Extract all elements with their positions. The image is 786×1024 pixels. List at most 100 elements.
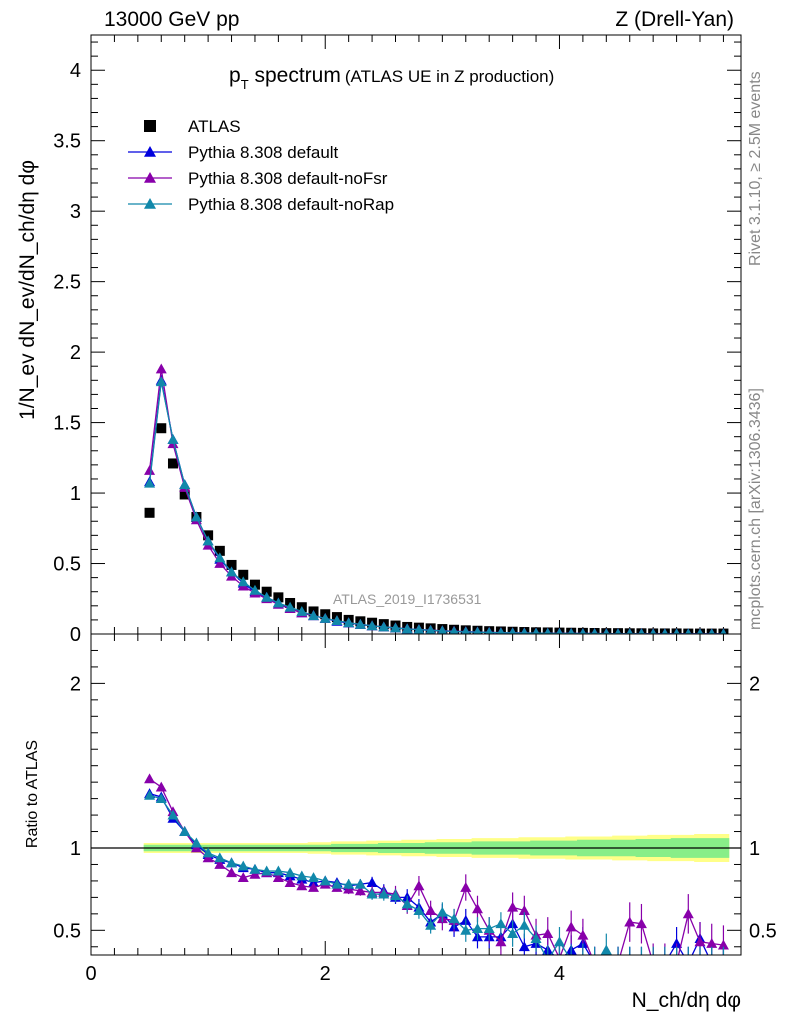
ratio-point-0 [718, 958, 729, 968]
series-point-3 [190, 511, 202, 522]
ratio-point-2 [354, 878, 366, 889]
ratio-point-2 [483, 923, 495, 934]
series-point-3 [343, 617, 355, 628]
ratio-point-0 [671, 937, 683, 948]
ratio-point-2 [636, 958, 647, 968]
main-y-axis-label: 1/N_ev dN_ev/dN_ch/dη dφ [16, 160, 39, 420]
ratio-point-2 [425, 919, 437, 930]
ratio-point-2 [261, 865, 273, 876]
header-right: Z (Drell-Yan) [615, 8, 734, 31]
series-point-3 [650, 628, 657, 634]
ratio-point-2 [460, 924, 472, 935]
ratio-point-0 [613, 958, 624, 968]
ratio-point-2 [190, 837, 202, 848]
ratio-point-0 [518, 941, 530, 952]
ratio-point-1 [682, 908, 694, 919]
ratio-point-1 [542, 928, 554, 938]
atlas-data-point [249, 579, 260, 590]
ratio-point-0 [683, 958, 694, 968]
ratio-point-2 [331, 878, 343, 889]
series-point-3 [567, 627, 575, 634]
ratio-group [91, 773, 741, 968]
ratio-point-2 [471, 923, 483, 934]
ratio-point-1 [589, 958, 600, 968]
ratio-point-1 [624, 916, 636, 927]
series-point-3 [532, 627, 540, 634]
ratio-y-tick-label: 2 [70, 673, 81, 695]
ratio-point-2 [436, 906, 448, 917]
ratio-point-2 [390, 890, 402, 901]
ratio-point-1 [577, 929, 589, 940]
ratio-point-1 [601, 958, 612, 968]
series-point-3 [261, 591, 273, 602]
y-tick-label: 0 [70, 624, 81, 646]
x-tick-label: 2 [320, 963, 331, 985]
ratio-point-2 [144, 789, 156, 800]
watermark: ATLAS_2019_I1736531 [333, 591, 482, 607]
ratio-point-2 [179, 826, 191, 836]
series-point-3 [425, 624, 436, 634]
series-point-2 [155, 363, 167, 374]
atlas-data-point [167, 458, 178, 469]
ratio-point-2 [226, 857, 238, 868]
series-point-3 [272, 597, 284, 608]
series-point-3 [390, 622, 402, 633]
series-point-3 [237, 576, 249, 587]
y-tick-label: 2 [70, 342, 81, 364]
legend-marker [144, 198, 156, 209]
x-tick-label: 4 [554, 963, 565, 985]
series-point-3 [308, 610, 320, 621]
series-point-3 [626, 628, 633, 634]
ratio-point-0 [589, 958, 600, 968]
x-tick-label: 0 [85, 963, 96, 985]
atlas-data-point [203, 530, 214, 541]
ratio-point-0 [659, 958, 670, 968]
y-tick-label: 3 [70, 201, 81, 223]
series-point-3 [354, 618, 366, 629]
ratio-point-2 [401, 898, 413, 909]
ratio-point-2 [706, 958, 717, 968]
ratio-y-tick-label: 1 [70, 838, 81, 860]
ratio-point-2 [448, 913, 460, 924]
ratio-point-1 [659, 958, 670, 968]
ratio-point-2 [648, 958, 659, 968]
series-point-3 [685, 628, 692, 634]
ratio-point-2 [570, 954, 572, 955]
series-point-3 [708, 628, 715, 634]
ratio-point-2 [600, 944, 612, 955]
y-tick-label: 3.5 [53, 131, 81, 153]
ratio-point-2 [495, 918, 507, 929]
ratio-point-2 [284, 867, 296, 878]
legend-marker-atlas [144, 120, 156, 132]
series-point-2 [214, 558, 226, 568]
series-point-3 [673, 628, 680, 634]
series-point-2 [144, 465, 156, 475]
ratio-point-1 [284, 877, 296, 887]
ratio-point-2 [671, 958, 682, 968]
series-point-3 [473, 626, 482, 634]
ratio-point-2 [319, 875, 331, 886]
legend-marker [144, 146, 156, 157]
series-point-3 [214, 552, 226, 563]
ratio-point-2 [155, 793, 167, 804]
ratio-point-1 [237, 872, 249, 883]
legend-label: Pythia 8.308 default [188, 143, 339, 162]
ratio-point-2 [589, 958, 600, 968]
x-axis-label: N_ch/dη dφ [632, 989, 741, 1012]
ratio-point-1 [717, 939, 729, 950]
main-title: pT spectrum (ATLAS UE in Z production) [229, 64, 554, 92]
ratio-point-1 [144, 773, 156, 784]
series-point-3 [544, 627, 552, 634]
ratio-point-0 [601, 958, 612, 968]
ratio-point-2 [296, 870, 308, 881]
ratio-y-tick-label-right: 1 [749, 838, 760, 860]
ratio-point-1 [471, 903, 483, 914]
series-point-3 [378, 621, 390, 632]
series-point-3 [508, 627, 517, 634]
series-point-3 [696, 628, 704, 634]
series-point-3 [319, 612, 331, 623]
ratio-point-0 [706, 958, 717, 968]
series-point-3 [661, 628, 669, 634]
ratio-line-1 [149, 778, 724, 955]
